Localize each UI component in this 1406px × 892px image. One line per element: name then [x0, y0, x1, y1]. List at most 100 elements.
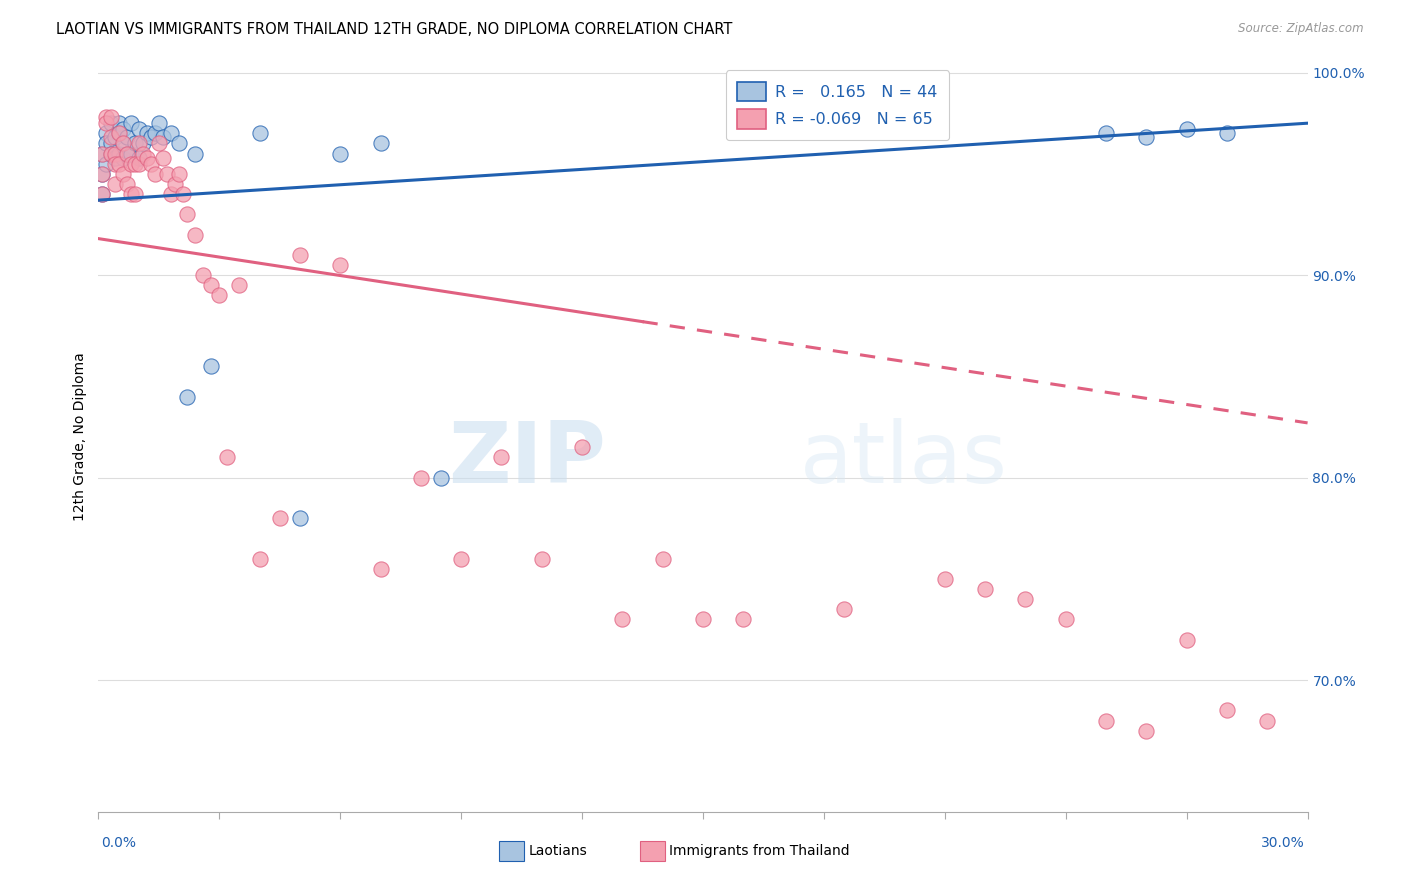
Point	[370, 562, 392, 576]
Point	[329, 258, 352, 272]
Point	[111, 122, 134, 136]
Point	[1175, 632, 1198, 647]
Point	[974, 582, 997, 596]
Point	[200, 278, 222, 293]
Point	[100, 146, 122, 161]
Point	[100, 110, 122, 124]
Point	[163, 177, 186, 191]
Point	[111, 136, 134, 151]
Point	[1095, 714, 1118, 728]
Point	[120, 116, 142, 130]
Point	[167, 136, 190, 151]
Point	[107, 126, 129, 140]
Point	[200, 359, 222, 374]
Point	[115, 130, 138, 145]
Point	[91, 167, 114, 181]
Point	[128, 136, 150, 151]
Point	[115, 146, 138, 161]
Point	[103, 130, 125, 145]
Point	[148, 116, 170, 130]
Point	[96, 126, 118, 140]
Point	[1216, 703, 1239, 717]
Point	[176, 207, 198, 221]
Point	[103, 157, 125, 171]
Point	[934, 572, 956, 586]
Point	[124, 157, 146, 171]
Point	[156, 167, 179, 181]
Point	[288, 248, 311, 262]
Point	[370, 136, 392, 151]
Point	[1014, 592, 1036, 607]
Point	[128, 157, 150, 171]
Point	[111, 167, 134, 181]
Point	[120, 157, 142, 171]
Point	[132, 146, 155, 161]
Point	[160, 187, 183, 202]
Point	[1256, 714, 1278, 728]
Point	[288, 511, 311, 525]
Point	[111, 136, 134, 151]
Point	[107, 157, 129, 171]
Point	[530, 551, 553, 566]
Point	[100, 146, 122, 161]
Point	[491, 450, 513, 465]
Point	[135, 151, 157, 165]
Legend: R =   0.165   N = 44, R = -0.069   N = 65: R = 0.165 N = 44, R = -0.069 N = 65	[725, 70, 949, 140]
Point	[160, 126, 183, 140]
Point	[143, 167, 166, 181]
Point	[115, 146, 138, 161]
Text: 0.0%: 0.0%	[101, 836, 136, 850]
Point	[269, 511, 291, 525]
Point	[139, 130, 162, 145]
Point	[172, 187, 194, 202]
Point	[692, 612, 714, 626]
Point	[132, 136, 155, 151]
Point	[148, 136, 170, 151]
Point	[1135, 130, 1157, 145]
Point	[91, 146, 114, 161]
Point	[103, 177, 125, 191]
Point	[91, 187, 114, 202]
Point	[128, 151, 150, 165]
Point	[832, 602, 855, 616]
Point	[208, 288, 231, 302]
Point	[167, 167, 190, 181]
Text: Source: ZipAtlas.com: Source: ZipAtlas.com	[1239, 22, 1364, 36]
Point	[100, 116, 122, 130]
Point	[1175, 122, 1198, 136]
Point	[1135, 723, 1157, 738]
Point	[96, 116, 118, 130]
Point	[152, 151, 174, 165]
Point	[329, 146, 352, 161]
Text: atlas: atlas	[800, 418, 1008, 501]
Point	[107, 126, 129, 140]
Point	[120, 187, 142, 202]
Point	[176, 390, 198, 404]
Point	[103, 146, 125, 161]
Point	[107, 116, 129, 130]
Point	[228, 278, 250, 293]
Point	[115, 177, 138, 191]
Point	[91, 146, 114, 161]
Point	[450, 551, 472, 566]
Point	[152, 130, 174, 145]
Point	[249, 126, 271, 140]
Point	[128, 122, 150, 136]
Point	[91, 167, 114, 181]
Text: Laotians: Laotians	[529, 844, 588, 858]
Point	[100, 136, 122, 151]
Point	[184, 146, 207, 161]
Point	[430, 470, 453, 484]
Point	[124, 136, 146, 151]
Point	[1095, 126, 1118, 140]
Point	[135, 126, 157, 140]
Text: ZIP: ZIP	[449, 418, 606, 501]
Point	[96, 157, 118, 171]
Point	[96, 136, 118, 151]
Point	[217, 450, 239, 465]
Text: Immigrants from Thailand: Immigrants from Thailand	[669, 844, 849, 858]
Point	[111, 151, 134, 165]
Point	[184, 227, 207, 242]
Point	[107, 146, 129, 161]
Point	[612, 612, 634, 626]
